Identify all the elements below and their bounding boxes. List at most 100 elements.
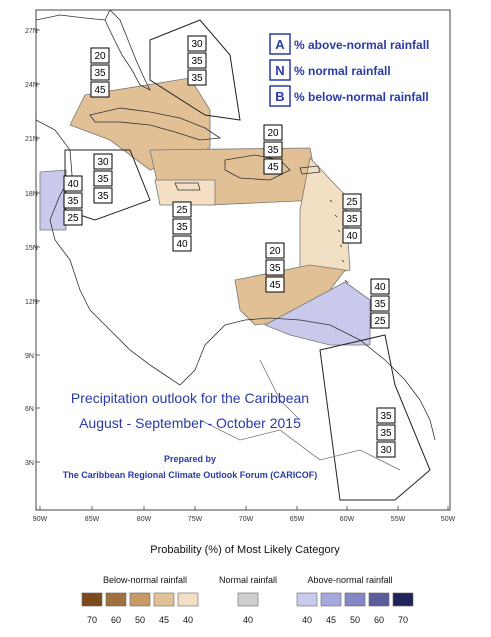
below-swatch [177,592,199,607]
value-cell [342,210,362,227]
below-swatch [81,592,103,607]
value-cell [172,218,192,235]
value-cell [342,193,362,210]
lon-label: 65W [290,516,305,523]
below-swatch [105,592,127,607]
legend-text: % above-normal rainfall [294,38,429,52]
value-cell [187,52,207,69]
below-swatch-value: 60 [111,615,121,625]
lon-label: 50W [441,516,456,523]
above-swatch [392,592,414,607]
lon-label: 80W [137,516,152,523]
below-swatch-value: 50 [135,615,145,625]
value-text: 35 [97,174,109,185]
value-text: 35 [97,191,109,202]
prepared-by-org: The Caribbean Regional Climate Outlook F… [63,470,318,480]
value-text: 35 [380,411,392,422]
value-text: 25 [374,316,386,327]
coast-florida [104,9,151,91]
below-swatch [129,592,151,607]
lat-label: 24N [25,82,38,89]
below-swatch [153,592,175,607]
lat-label: 27N [25,28,38,35]
value-text: 20 [269,246,281,257]
above-swatch [296,592,318,607]
legend-letter-box [269,59,291,81]
value-text: 35 [67,196,79,207]
lat-label: 18N [25,191,38,198]
coast-puerto-rico [299,165,321,175]
above-swatch-value: 70 [398,615,408,625]
prob-key-below-label: Below-normal rainfall [103,575,187,585]
value-cell [172,201,192,218]
category-legend: A % above-normal rainfall N % normal rainfa… [269,33,429,107]
coast-jamaica [174,182,201,191]
value-cell [63,209,83,226]
lat-label: 6N [25,406,34,413]
value-cell [263,158,283,175]
value-text: 25 [176,205,188,216]
value-text: 40 [176,239,188,250]
border-interior [199,419,401,471]
coast-central-america [35,119,181,386]
value-text: 45 [269,280,281,291]
value-cell [263,124,283,141]
coast-cuba [89,107,222,141]
value-cell [263,141,283,158]
legend-letter-box [269,33,291,55]
value-cell [90,64,110,81]
longitude-labels: 90W 85W 80W 75W 70W 65W 60W 55W 50W [33,506,456,523]
value-text: 20 [94,51,106,62]
value-text: 35 [94,68,106,79]
legend-text: % below-normal rainfall [294,90,429,104]
value-cell [370,295,390,312]
prepared-by-label: Prepared by [164,454,216,464]
lon-label: 85W [85,516,100,523]
value-cell [187,69,207,86]
lon-label: 90W [33,516,48,523]
outline-bahamas [149,19,241,121]
value-cell [63,192,83,209]
value-cell [265,259,285,276]
lon-label: 70W [239,516,254,523]
lon-label: 55W [391,516,406,523]
value-text: 40 [374,282,386,293]
above-swatch [344,592,366,607]
value-cell [63,175,83,192]
value-cell [93,187,113,204]
latitude-labels: 27N 24N 21N 18N 15N 12N 9N 6N 3N [25,28,40,467]
prob-key-title: Probability (%) of Most Likely Category [150,544,340,556]
legend-letter-box [269,85,291,107]
value-cell [376,407,396,424]
value-text: 35 [191,56,203,67]
value-text: 30 [97,157,109,168]
value-cell [93,170,113,187]
value-text: 35 [176,222,188,233]
lon-label: 60W [340,516,355,523]
normal-swatch-value: 40 [243,615,253,625]
value-text: 20 [267,128,279,139]
probability-key-swatches: 70 60 50 45 40 40 40 45 50 60 70 [81,592,414,625]
coastlines [35,9,436,471]
prob-key-normal-label: Normal rainfall [219,575,277,585]
border-interior-2 [259,359,301,421]
normal-swatch [237,592,259,607]
coast-gulf [35,14,106,21]
value-text: 25 [346,197,358,208]
map-title-line1: Precipitation outlook for the Caribbean [71,390,309,406]
value-text: 35 [346,214,358,225]
value-cell [370,312,390,329]
value-cell [376,424,396,441]
above-swatch-value: 40 [302,615,312,625]
legend-letter: A [275,37,285,52]
value-cell [187,35,207,52]
coast-hispaniola [224,154,291,181]
lat-label: 15N [25,245,38,252]
lat-label: 9N [25,353,34,360]
value-text: 35 [380,428,392,439]
value-text: 40 [346,231,358,242]
value-text: 35 [191,73,203,84]
value-cell [93,153,113,170]
lat-label: 12N [25,299,38,306]
coast-lesser-antilles [329,199,349,284]
